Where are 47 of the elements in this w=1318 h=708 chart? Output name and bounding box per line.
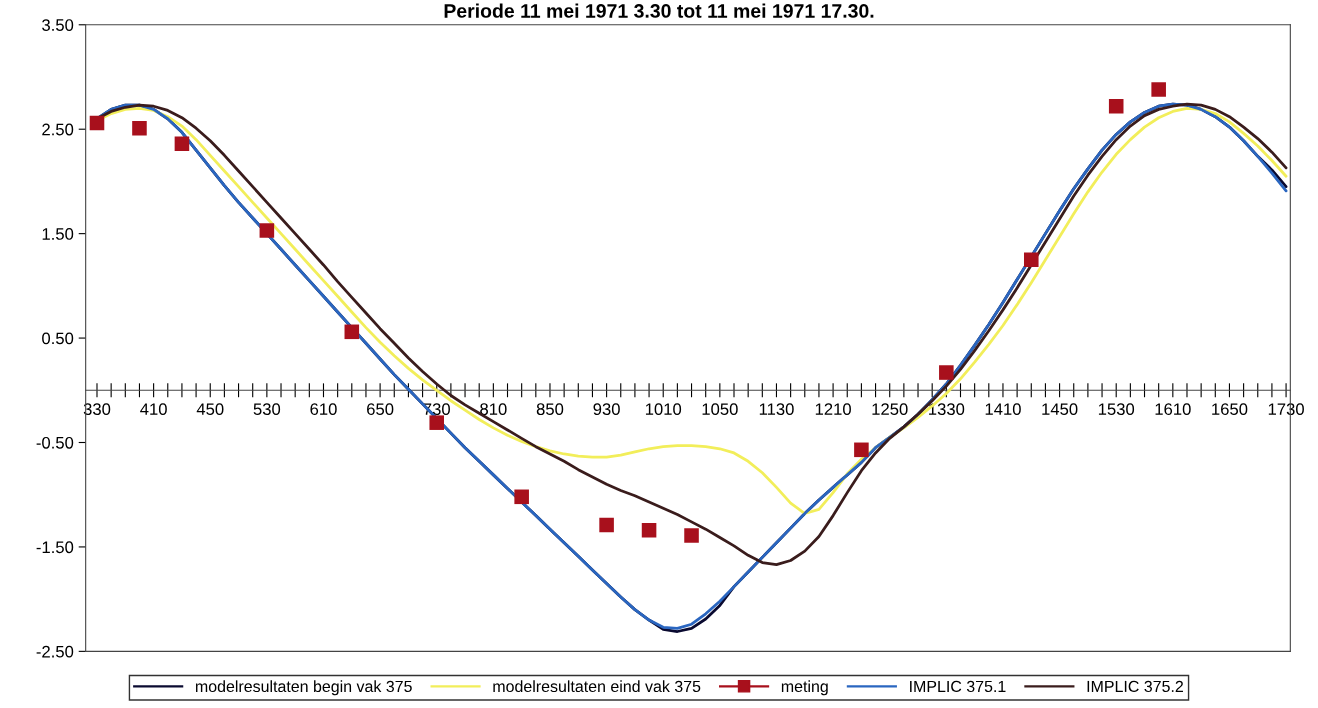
x-tick-label: 810 xyxy=(480,403,507,416)
x-tick-label: 1410 xyxy=(985,403,1021,416)
x-tick-label: 1450 xyxy=(1042,403,1078,416)
y-tick-label: 3.50 xyxy=(42,19,74,31)
x-tick-label: 610 xyxy=(310,403,337,416)
x-tick-label: 530 xyxy=(253,403,281,416)
y-tick-label: -1.50 xyxy=(36,541,74,554)
legend-label: IMPLIC 375.2 xyxy=(1087,680,1183,693)
chart-title: Periode 11 mei 1971 3.30 tot 11 mei 1971 17.30. xyxy=(444,3,874,18)
x-tick-label: 1330 xyxy=(929,403,965,416)
legend-label: modelresultaten begin vak 375 xyxy=(195,680,412,696)
point xyxy=(132,120,147,136)
point xyxy=(684,528,699,543)
x-tick-label: 1210 xyxy=(815,403,851,416)
x-tick-label: 930 xyxy=(593,403,620,416)
x-tick-label: 650 xyxy=(367,403,394,416)
point xyxy=(1151,82,1166,97)
y-tick-label: 1.50 xyxy=(42,228,74,240)
y-tick-label: 2.50 xyxy=(42,123,74,136)
x-tick-label: 1610 xyxy=(1155,403,1191,416)
point xyxy=(429,415,445,430)
x-tick-label: 410 xyxy=(140,403,167,416)
y-tick-label: -0.50 xyxy=(36,436,74,449)
point xyxy=(939,365,954,380)
point xyxy=(344,324,360,340)
x-tick-label: 1050 xyxy=(702,403,738,416)
x-tick-label: 450 xyxy=(196,403,224,416)
x-tick-label: 1250 xyxy=(872,403,908,416)
y-tick-label: -2.50 xyxy=(36,645,74,658)
point xyxy=(259,223,275,238)
point xyxy=(514,489,529,505)
x-tick-label: 1010 xyxy=(645,403,682,416)
point xyxy=(89,115,105,131)
x-tick-label: 1650 xyxy=(1212,403,1248,416)
x-tick-label: 1530 xyxy=(1098,403,1135,416)
legend-label: modelresultaten eind vak 375 xyxy=(493,680,701,693)
point xyxy=(1108,98,1124,114)
x-tick-label: 850 xyxy=(536,403,564,416)
point xyxy=(641,522,657,538)
point xyxy=(174,136,190,152)
x-tick-label: 1130 xyxy=(759,403,794,416)
point xyxy=(1023,252,1039,268)
legend-label: IMPLIC 375.1 xyxy=(910,680,1006,693)
y-tick-label: 0.50 xyxy=(42,332,74,345)
legend-label: meting xyxy=(781,680,828,696)
point xyxy=(599,517,614,533)
point xyxy=(854,442,869,458)
